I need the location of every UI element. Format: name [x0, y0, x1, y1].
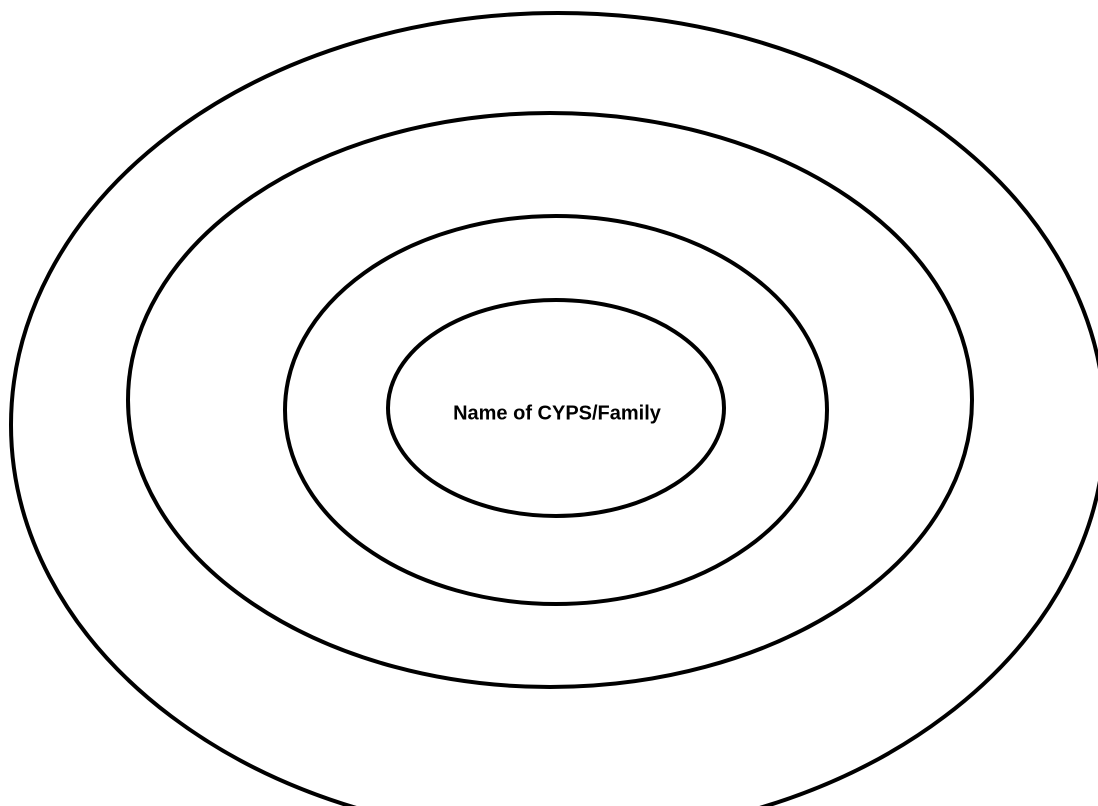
outer-ring [9, 11, 1098, 806]
inner-ring [386, 298, 726, 518]
third-ring [126, 111, 974, 689]
center-label: Name of CYPS/Family [453, 402, 662, 424]
second-ring [283, 214, 829, 606]
